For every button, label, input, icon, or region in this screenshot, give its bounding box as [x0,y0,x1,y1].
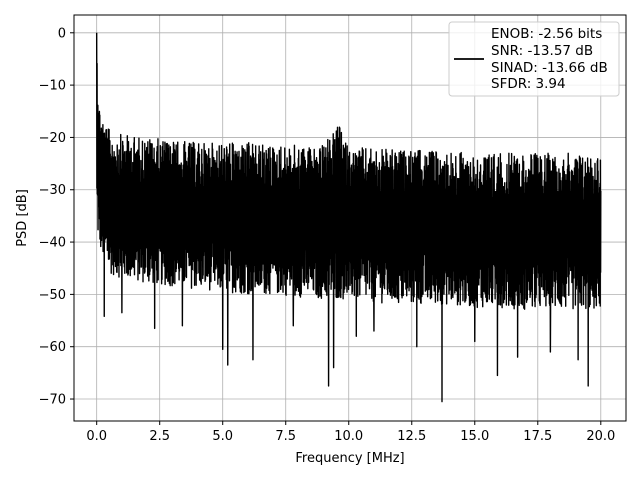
legend: ENOB: -2.56 bits SNR: -13.57 dB SINAD: -… [448,21,620,97]
legend-line-enob: ENOB: -2.56 bits [491,26,602,42]
legend-line-sinad: SINAD: -13.66 dB [491,60,608,76]
legend-box [448,21,620,97]
y-tick-label: −70 [39,393,66,408]
y-axis-ticks: 0 −10 −20 −30 −40 −50 −60 −70 [39,26,74,408]
y-axis-label: PSD [dB] [15,189,30,247]
y-tick-label: −20 [39,131,66,146]
x-tick-label: 10.0 [334,429,363,444]
x-tick-label: 7.5 [275,429,296,444]
legend-line-sfdr: SFDR: 3.94 [491,76,566,92]
y-tick-label: −60 [39,340,66,355]
y-tick-label: −10 [39,79,66,94]
y-tick-label: −40 [39,236,66,251]
x-axis-ticks: 0.0 2.5 5.0 7.5 10.0 12.5 15.0 17.5 20.0 [86,421,615,444]
legend-line-snr: SNR: -13.57 dB [491,43,593,59]
y-tick-label: −30 [39,183,66,198]
plot-area [95,32,602,403]
x-tick-label: 12.5 [397,429,426,444]
x-tick-label: 2.5 [149,429,170,444]
series-layer [95,32,602,403]
y-tick-label: 0 [58,26,66,41]
psd-series-line [95,32,602,403]
x-tick-label: 0.0 [86,429,107,444]
x-tick-label: 15.0 [460,429,489,444]
y-tick-label: −50 [39,288,66,303]
x-tick-label: 20.0 [586,429,615,444]
axes-frame [73,14,627,422]
x-tick-label: 17.5 [523,429,552,444]
x-tick-label: 5.0 [212,429,233,444]
x-axis-label: Frequency [MHz] [295,451,404,466]
